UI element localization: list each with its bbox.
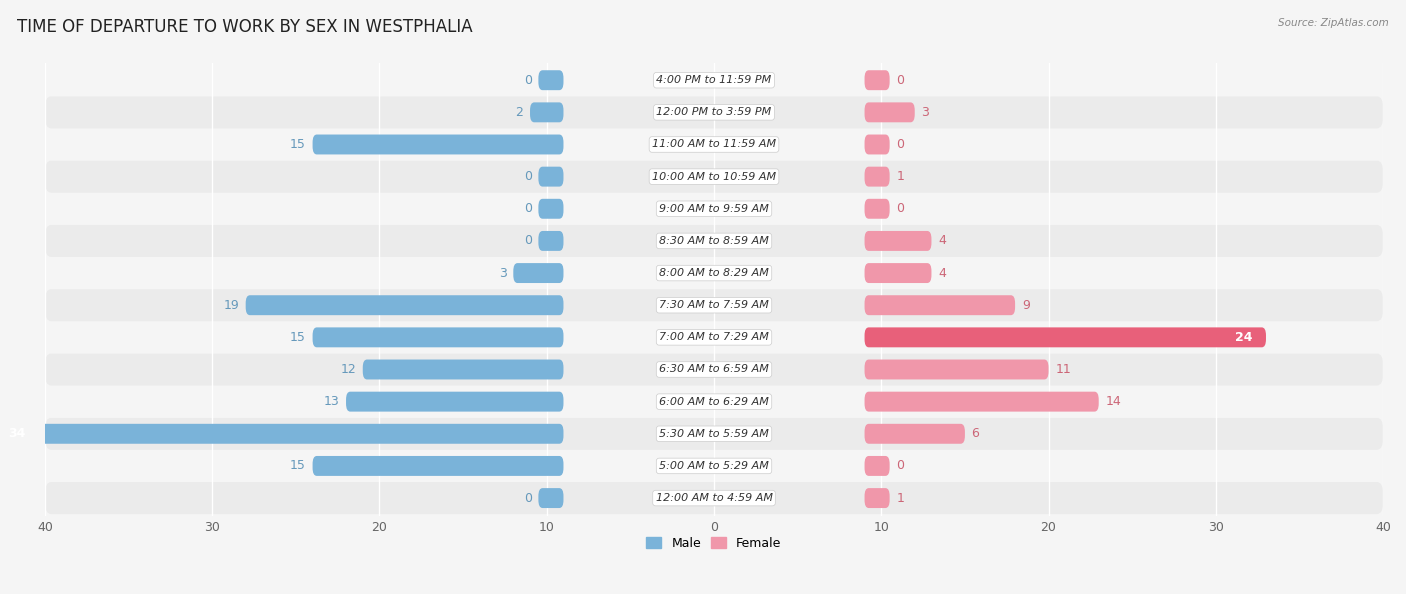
FancyBboxPatch shape	[530, 102, 564, 122]
Text: 15: 15	[290, 331, 307, 344]
FancyBboxPatch shape	[45, 418, 1384, 450]
Text: 5:00 AM to 5:29 AM: 5:00 AM to 5:29 AM	[659, 461, 769, 471]
Text: 0: 0	[523, 203, 531, 215]
FancyBboxPatch shape	[865, 134, 890, 154]
Text: 0: 0	[897, 459, 904, 472]
Text: 0: 0	[897, 74, 904, 87]
Text: 3: 3	[921, 106, 929, 119]
FancyBboxPatch shape	[363, 359, 564, 380]
Text: 0: 0	[523, 492, 531, 504]
FancyBboxPatch shape	[865, 488, 890, 508]
FancyBboxPatch shape	[865, 391, 1098, 412]
Text: 4: 4	[938, 235, 946, 248]
FancyBboxPatch shape	[0, 424, 564, 444]
Text: 12:00 PM to 3:59 PM: 12:00 PM to 3:59 PM	[657, 108, 772, 118]
Text: 15: 15	[290, 138, 307, 151]
Text: 2: 2	[516, 106, 523, 119]
FancyBboxPatch shape	[538, 488, 564, 508]
Text: 0: 0	[897, 203, 904, 215]
FancyBboxPatch shape	[513, 263, 564, 283]
FancyBboxPatch shape	[45, 128, 1384, 160]
FancyBboxPatch shape	[865, 359, 1049, 380]
FancyBboxPatch shape	[865, 263, 931, 283]
Text: 5:30 AM to 5:59 AM: 5:30 AM to 5:59 AM	[659, 429, 769, 439]
FancyBboxPatch shape	[865, 295, 1015, 315]
Text: 1: 1	[897, 170, 904, 183]
Text: 9:00 AM to 9:59 AM: 9:00 AM to 9:59 AM	[659, 204, 769, 214]
Text: 0: 0	[897, 138, 904, 151]
FancyBboxPatch shape	[45, 353, 1384, 386]
Text: 4: 4	[938, 267, 946, 280]
Text: 4:00 PM to 11:59 PM: 4:00 PM to 11:59 PM	[657, 75, 772, 85]
FancyBboxPatch shape	[865, 199, 890, 219]
FancyBboxPatch shape	[312, 134, 564, 154]
Text: 11: 11	[1056, 363, 1071, 376]
Text: TIME OF DEPARTURE TO WORK BY SEX IN WESTPHALIA: TIME OF DEPARTURE TO WORK BY SEX IN WEST…	[17, 18, 472, 36]
FancyBboxPatch shape	[538, 70, 564, 90]
Text: 24: 24	[1234, 331, 1253, 344]
Legend: Male, Female: Male, Female	[641, 532, 786, 555]
FancyBboxPatch shape	[45, 257, 1384, 289]
FancyBboxPatch shape	[45, 450, 1384, 482]
Text: 8:30 AM to 8:59 AM: 8:30 AM to 8:59 AM	[659, 236, 769, 246]
Text: 3: 3	[499, 267, 506, 280]
Text: 7:00 AM to 7:29 AM: 7:00 AM to 7:29 AM	[659, 333, 769, 342]
Text: 1: 1	[897, 492, 904, 504]
FancyBboxPatch shape	[865, 167, 890, 187]
FancyBboxPatch shape	[312, 327, 564, 347]
FancyBboxPatch shape	[538, 167, 564, 187]
Text: 14: 14	[1105, 395, 1121, 408]
FancyBboxPatch shape	[538, 199, 564, 219]
Text: 15: 15	[290, 459, 307, 472]
Text: 0: 0	[523, 74, 531, 87]
Text: 10:00 AM to 10:59 AM: 10:00 AM to 10:59 AM	[652, 172, 776, 182]
FancyBboxPatch shape	[865, 102, 915, 122]
Text: 6: 6	[972, 427, 980, 440]
FancyBboxPatch shape	[45, 160, 1384, 192]
Text: 6:00 AM to 6:29 AM: 6:00 AM to 6:29 AM	[659, 397, 769, 407]
FancyBboxPatch shape	[45, 289, 1384, 321]
FancyBboxPatch shape	[45, 225, 1384, 257]
Text: 19: 19	[224, 299, 239, 312]
FancyBboxPatch shape	[45, 386, 1384, 418]
Text: 12:00 AM to 4:59 AM: 12:00 AM to 4:59 AM	[655, 493, 772, 503]
Text: 0: 0	[523, 235, 531, 248]
FancyBboxPatch shape	[45, 321, 1384, 353]
FancyBboxPatch shape	[865, 231, 931, 251]
FancyBboxPatch shape	[865, 70, 890, 90]
Text: 11:00 AM to 11:59 AM: 11:00 AM to 11:59 AM	[652, 140, 776, 150]
FancyBboxPatch shape	[45, 482, 1384, 514]
Text: 7:30 AM to 7:59 AM: 7:30 AM to 7:59 AM	[659, 300, 769, 310]
FancyBboxPatch shape	[538, 231, 564, 251]
FancyBboxPatch shape	[246, 295, 564, 315]
FancyBboxPatch shape	[865, 327, 1265, 347]
Text: 13: 13	[323, 395, 339, 408]
Text: 12: 12	[340, 363, 356, 376]
Text: 6:30 AM to 6:59 AM: 6:30 AM to 6:59 AM	[659, 365, 769, 374]
Text: 34: 34	[8, 427, 25, 440]
Text: 9: 9	[1022, 299, 1029, 312]
Text: Source: ZipAtlas.com: Source: ZipAtlas.com	[1278, 18, 1389, 28]
FancyBboxPatch shape	[865, 456, 890, 476]
FancyBboxPatch shape	[312, 456, 564, 476]
FancyBboxPatch shape	[45, 64, 1384, 96]
FancyBboxPatch shape	[45, 96, 1384, 128]
FancyBboxPatch shape	[45, 192, 1384, 225]
Text: 0: 0	[523, 170, 531, 183]
Text: 8:00 AM to 8:29 AM: 8:00 AM to 8:29 AM	[659, 268, 769, 278]
FancyBboxPatch shape	[865, 424, 965, 444]
FancyBboxPatch shape	[346, 391, 564, 412]
